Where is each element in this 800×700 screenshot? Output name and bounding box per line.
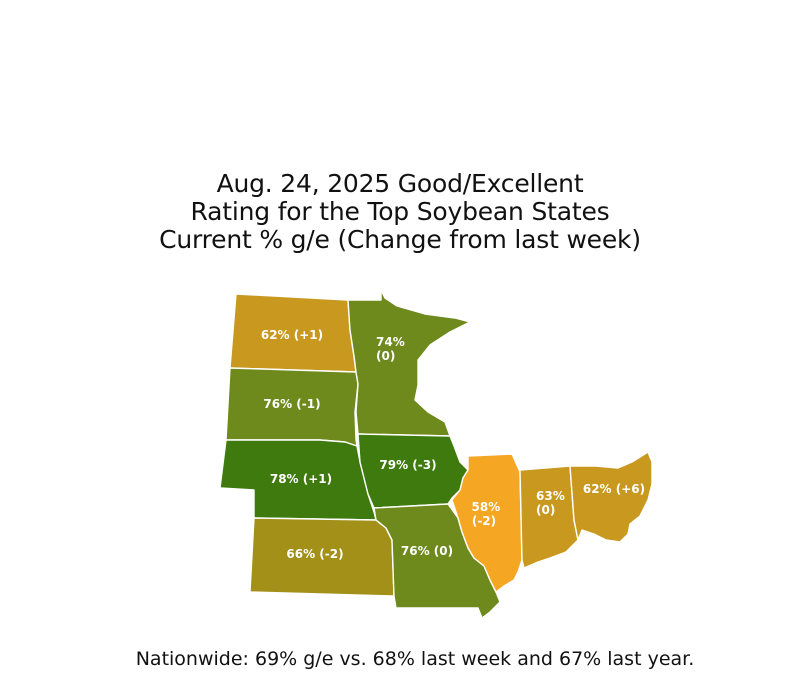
label-minnesota: 74% (0) (376, 335, 409, 363)
label-ohio: 62% (+6) (583, 482, 645, 496)
label-south-dakota: 76% (-1) (263, 397, 320, 411)
label-kansas: 66% (-2) (286, 547, 343, 561)
state-indiana (519, 465, 579, 569)
state-ohio (569, 451, 653, 543)
label-nebraska: 78% (+1) (270, 472, 332, 486)
title-line-3: Current % g/e (Change from last week) (159, 225, 641, 254)
label-north-dakota: 62% (+1) (261, 328, 323, 342)
title-line-2: Rating for the Top Soybean States (190, 197, 610, 226)
label-missouri: 76% (0) (401, 544, 453, 558)
map-title: Aug. 24, 2025 Good/Excellent Rating for … (0, 170, 800, 254)
nationwide-summary: Nationwide: 69% g/e vs. 68% last week an… (135, 648, 695, 670)
label-illinois: 58% (-2) (472, 500, 505, 528)
label-iowa: 79% (-3) (379, 458, 436, 472)
state-minnesota (347, 289, 471, 437)
title-line-1: Aug. 24, 2025 Good/Excellent (216, 169, 584, 198)
label-indiana: 63% (0) (536, 489, 569, 517)
